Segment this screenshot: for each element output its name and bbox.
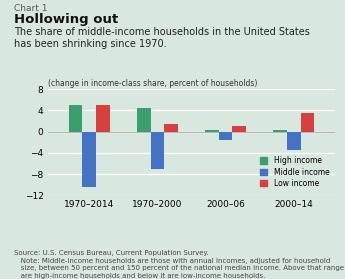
Bar [300,113,314,132]
Text: Source: U.S. Census Bureau, Current Population Survey.
   Note: Middle-income ho: Source: U.S. Census Bureau, Current Popu… [14,250,344,279]
Bar [96,105,110,132]
Bar [273,130,287,132]
Bar [82,132,96,187]
Legend: High income, Middle income, Low income: High income, Middle income, Low income [258,155,331,189]
Bar [205,130,219,132]
Bar [69,105,82,132]
Bar [164,124,178,132]
Bar [137,108,150,132]
Text: (change in income-class share, percent of households): (change in income-class share, percent o… [48,79,258,88]
Text: The share of middle-income households in the United States
has been shrinking si: The share of middle-income households in… [14,27,310,49]
Text: Chart 1: Chart 1 [14,4,47,13]
Bar [233,126,246,132]
Bar [287,132,300,150]
Text: Hollowing out: Hollowing out [14,13,118,26]
Bar [219,132,233,140]
Bar [150,132,164,169]
